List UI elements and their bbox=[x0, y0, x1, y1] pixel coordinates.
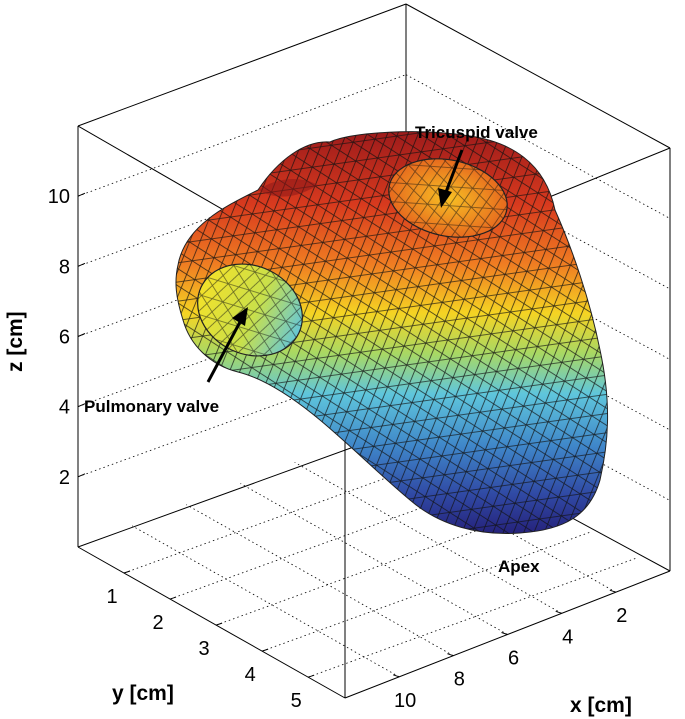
x-tick-mark bbox=[393, 674, 400, 678]
y-tick-mark bbox=[169, 596, 177, 600]
x-tick-mark bbox=[447, 653, 454, 657]
x-tick-label: 6 bbox=[508, 648, 519, 670]
x-axis-label: x [cm] bbox=[570, 694, 632, 717]
y-tick-mark bbox=[261, 648, 269, 652]
x-tick-label: 10 bbox=[394, 690, 416, 712]
z-tick-label: 8 bbox=[59, 256, 70, 278]
annotation-apex: Apex bbox=[498, 557, 540, 576]
x-tick-mark bbox=[609, 589, 616, 593]
x-gridline bbox=[294, 461, 562, 614]
x-tick-label: 2 bbox=[616, 605, 627, 627]
z-tick-label: 4 bbox=[59, 397, 70, 419]
y-tick-label: 3 bbox=[199, 638, 210, 660]
z-axis-ticks: 2 4 6 8 10 bbox=[48, 186, 86, 489]
z-tick-label: 6 bbox=[59, 327, 70, 349]
y-tick-label: 2 bbox=[153, 612, 164, 634]
z-tick-mark bbox=[77, 262, 86, 267]
y-tick-label: 4 bbox=[245, 664, 256, 686]
y-tick-label: 1 bbox=[106, 586, 117, 608]
z-tick-label: 2 bbox=[59, 467, 70, 489]
x-tick-mark bbox=[555, 610, 562, 614]
y-tick-mark bbox=[123, 570, 131, 574]
z-gridline-right bbox=[405, 74, 671, 219]
annotation-pulmonary-valve: Pulmonary valve bbox=[84, 397, 219, 416]
y-tick-label: 5 bbox=[291, 690, 302, 712]
annotation-arrows bbox=[206, 149, 464, 383]
y-tick-mark bbox=[215, 622, 223, 626]
x-tick-label: 4 bbox=[562, 626, 573, 648]
y-gridline bbox=[308, 557, 637, 678]
z-tick-mark bbox=[77, 473, 86, 478]
y-axis-label: y [cm] bbox=[112, 682, 174, 705]
x-gridline bbox=[131, 525, 400, 678]
heart-surface bbox=[175, 131, 609, 534]
x-axis-ticks: 2 4 6 8 10 bbox=[393, 589, 627, 712]
x-tick-label: 8 bbox=[454, 669, 465, 691]
z-tick-mark bbox=[77, 192, 86, 197]
x-gridline bbox=[186, 504, 454, 657]
z-tick-mark bbox=[77, 333, 86, 337]
y-tick-mark bbox=[308, 674, 315, 678]
x-tick-mark bbox=[501, 632, 508, 635]
z-tick-label: 10 bbox=[48, 186, 70, 208]
x-gridline bbox=[240, 483, 508, 635]
z-axis-label: z [cm] bbox=[4, 311, 27, 372]
y-axis-ticks: 1 2 3 4 5 bbox=[106, 570, 315, 712]
annotation-tricuspid-valve: Tricuspid valve bbox=[415, 123, 538, 142]
z-tick-mark bbox=[77, 403, 86, 408]
